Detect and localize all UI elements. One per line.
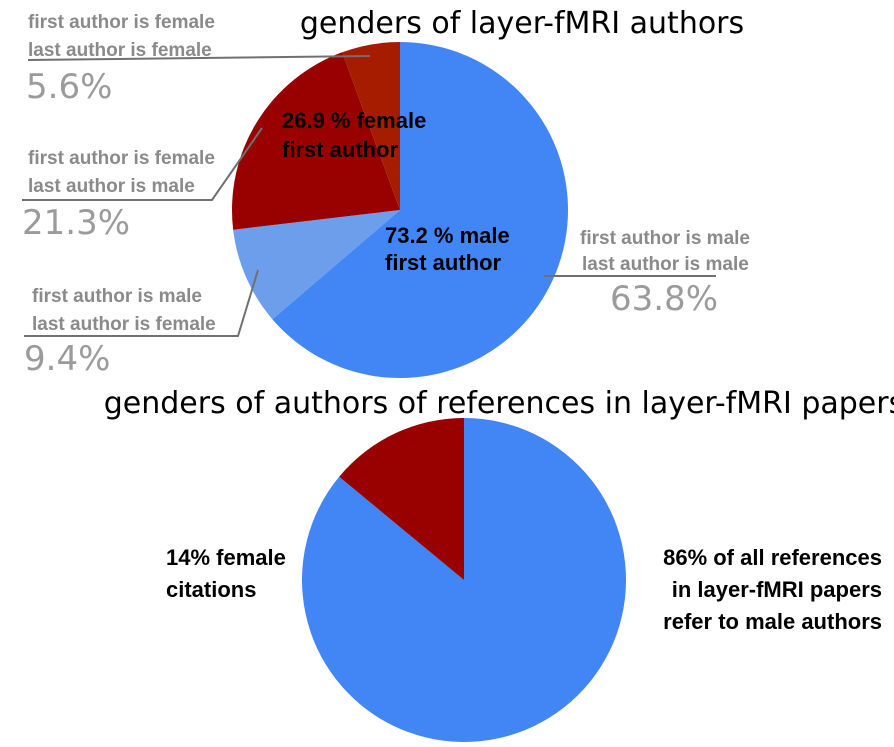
annotation-female-line2: first author	[282, 137, 399, 162]
annotation-male-line2: first author	[385, 250, 502, 275]
leader-mf	[24, 269, 259, 337]
value-mf: 9.4%	[24, 339, 110, 379]
value-fm: 21.3%	[22, 203, 130, 243]
pie-authors	[231, 42, 568, 378]
chart-title-authors: genders of layer-fMRI authors	[300, 6, 744, 41]
chart-title-references: genders of authors of references in laye…	[104, 386, 894, 421]
value-ff: 5.6%	[26, 67, 112, 107]
pie-slice-female-male	[231, 52, 400, 230]
annotation-references-line1: 86% of all references	[663, 545, 882, 570]
label-mf-line2: last author is female	[32, 314, 216, 335]
pie-references	[301, 418, 626, 743]
annotation-citations-line1: 14% female	[166, 545, 286, 570]
leader-fm	[22, 127, 263, 201]
pie-slice-female-citations	[339, 418, 464, 580]
leader-ff	[27, 55, 371, 61]
value-mm: 63.8%	[610, 279, 718, 319]
annotation-references-line2: in layer-fMRI papers	[672, 577, 882, 602]
annotation-citations-line2: citations	[166, 577, 256, 602]
label-mf-line1: first author is male	[32, 286, 202, 307]
pie-slice-male-female	[233, 210, 400, 320]
label-ff-line2: last author is female	[28, 40, 212, 61]
label-ff-line1: first author is female	[28, 12, 215, 33]
annotation-male-line1: 73.2 % male	[385, 223, 510, 248]
annotation-references-line3: refer to male authors	[663, 609, 882, 634]
label-fm-line2: last author is male	[28, 176, 195, 197]
annotation-female-line1: 26.9 % female	[282, 108, 426, 133]
label-mm-line1: first author is male	[580, 228, 750, 249]
pie-slice-female-female	[342, 42, 400, 210]
label-mm-line2: last author is male	[582, 254, 749, 275]
label-fm-line1: first author is female	[28, 148, 215, 169]
pie-slice-male-male	[272, 42, 568, 378]
